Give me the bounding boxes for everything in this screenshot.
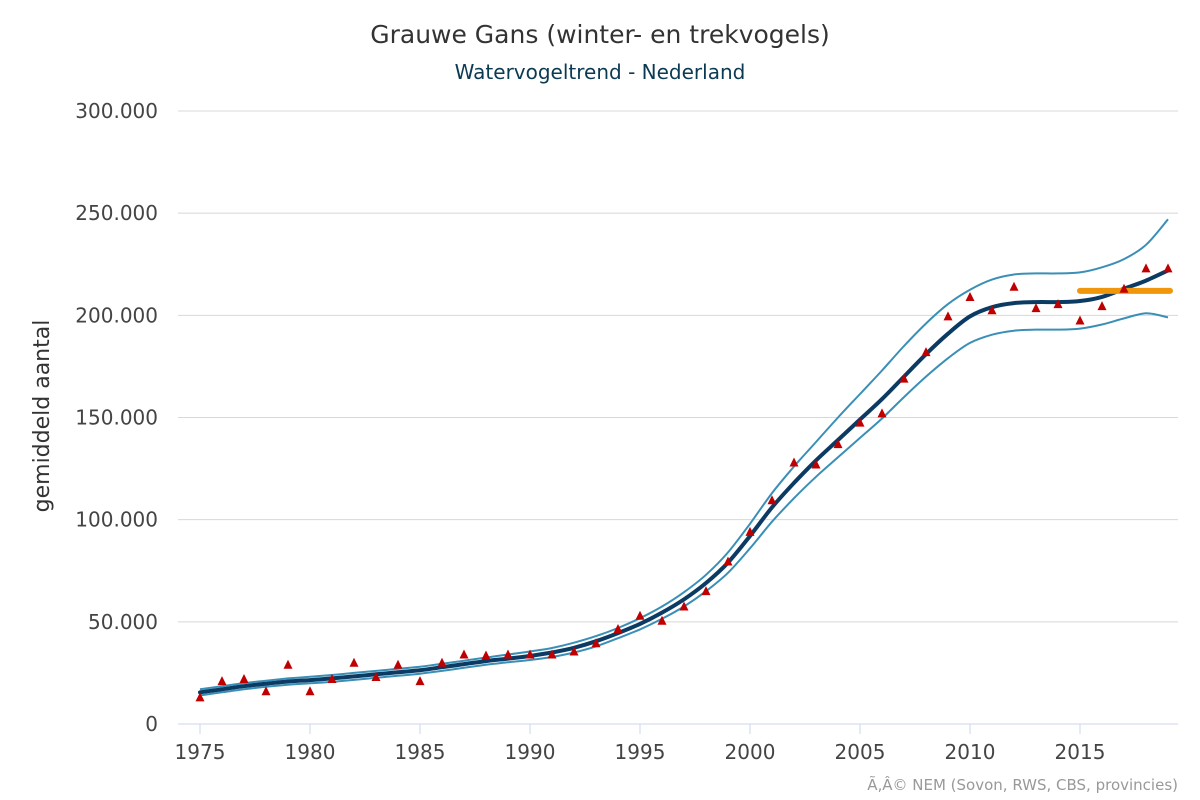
observed-marker[interactable]: [393, 659, 403, 669]
observed-marker[interactable]: [503, 649, 513, 659]
observed-marker[interactable]: [877, 408, 887, 418]
observed-marker[interactable]: [415, 676, 425, 686]
observed-marker[interactable]: [547, 649, 557, 659]
x-tick-label: 1985: [395, 740, 446, 764]
observed-marker[interactable]: [481, 650, 491, 660]
chart-subtitle: Watervogeltrend - Nederland: [455, 60, 746, 84]
observed-marker[interactable]: [1163, 263, 1173, 273]
observed-marker[interactable]: [371, 672, 381, 682]
x-tick-label: 1990: [505, 740, 556, 764]
grid-lines: [178, 110, 1178, 725]
observed-marker[interactable]: [1053, 299, 1063, 309]
observed-marker[interactable]: [569, 646, 579, 656]
x-tick-label: 2005: [835, 740, 886, 764]
y-axis-title: gemiddeld aantal: [30, 320, 55, 513]
x-axis: 1975 1980 1985 1990 1995 2000 2005 2010 2015: [175, 724, 1106, 764]
observed-marker[interactable]: [459, 649, 469, 659]
observed-marker[interactable]: [239, 674, 249, 684]
credit-text[interactable]: Ã‚Â© NEM (Sovon, RWS, CBS, provincies): [867, 775, 1178, 794]
x-tick-label: 2010: [945, 740, 996, 764]
observed-marker[interactable]: [437, 657, 447, 667]
observed-marker[interactable]: [1141, 263, 1151, 273]
observed-marker[interactable]: [1031, 303, 1041, 313]
y-tick-label: 300.000: [75, 99, 158, 123]
chart-title: Grauwe Gans (winter- en trekvogels): [370, 20, 830, 49]
observed-marker[interactable]: [525, 649, 535, 659]
observed-marker[interactable]: [701, 586, 711, 596]
observed-marker[interactable]: [327, 674, 337, 684]
x-tick-label: 2000: [725, 740, 776, 764]
y-tick-label: 50.000: [88, 610, 158, 634]
observed-markers: [195, 263, 1173, 702]
observed-marker[interactable]: [855, 417, 865, 427]
series-lines: [198, 218, 1170, 697]
observed-marker[interactable]: [987, 305, 997, 315]
observed-marker[interactable]: [657, 615, 667, 625]
observed-marker[interactable]: [349, 657, 359, 667]
upper-bound-line[interactable]: [199, 218, 1169, 691]
y-tick-label: 250.000: [75, 201, 158, 225]
observed-marker[interactable]: [1119, 283, 1129, 293]
observed-marker[interactable]: [217, 676, 227, 686]
y-tick-label: 100.000: [75, 508, 158, 532]
observed-marker[interactable]: [943, 311, 953, 321]
observed-marker[interactable]: [789, 457, 799, 467]
observed-marker[interactable]: [1097, 301, 1107, 311]
observed-marker[interactable]: [767, 495, 777, 505]
observed-marker[interactable]: [723, 556, 733, 566]
observed-marker[interactable]: [613, 623, 623, 633]
x-tick-label: 1980: [285, 740, 336, 764]
observed-marker[interactable]: [1009, 281, 1019, 291]
observed-marker[interactable]: [921, 347, 931, 357]
observed-marker[interactable]: [195, 692, 205, 702]
y-tick-label: 200.000: [75, 303, 158, 327]
y-tick-label: 0: [145, 712, 158, 736]
observed-marker[interactable]: [811, 459, 821, 469]
observed-marker[interactable]: [745, 526, 755, 536]
observed-marker[interactable]: [635, 610, 645, 620]
observed-marker[interactable]: [305, 686, 315, 696]
x-tick-label: 2015: [1055, 740, 1106, 764]
observed-marker[interactable]: [283, 659, 293, 669]
observed-marker[interactable]: [965, 291, 975, 301]
observed-marker[interactable]: [261, 686, 271, 696]
observed-marker[interactable]: [591, 638, 601, 648]
y-axis-labels: 0 50.000 100.000 150.000 200.000 250.000 300.0…: [75, 99, 158, 736]
observed-marker[interactable]: [899, 373, 909, 383]
x-tick-label: 1975: [175, 740, 226, 764]
trend-line[interactable]: [198, 268, 1170, 695]
observed-marker[interactable]: [833, 439, 843, 449]
observed-marker[interactable]: [679, 601, 689, 611]
lower-bound-line[interactable]: [199, 312, 1169, 697]
x-tick-label: 1995: [615, 740, 666, 764]
observed-marker[interactable]: [1075, 315, 1085, 325]
y-tick-label: 150.000: [75, 406, 158, 430]
